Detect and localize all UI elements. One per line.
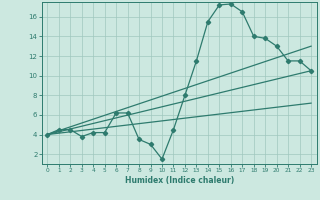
X-axis label: Humidex (Indice chaleur): Humidex (Indice chaleur)	[124, 176, 234, 185]
